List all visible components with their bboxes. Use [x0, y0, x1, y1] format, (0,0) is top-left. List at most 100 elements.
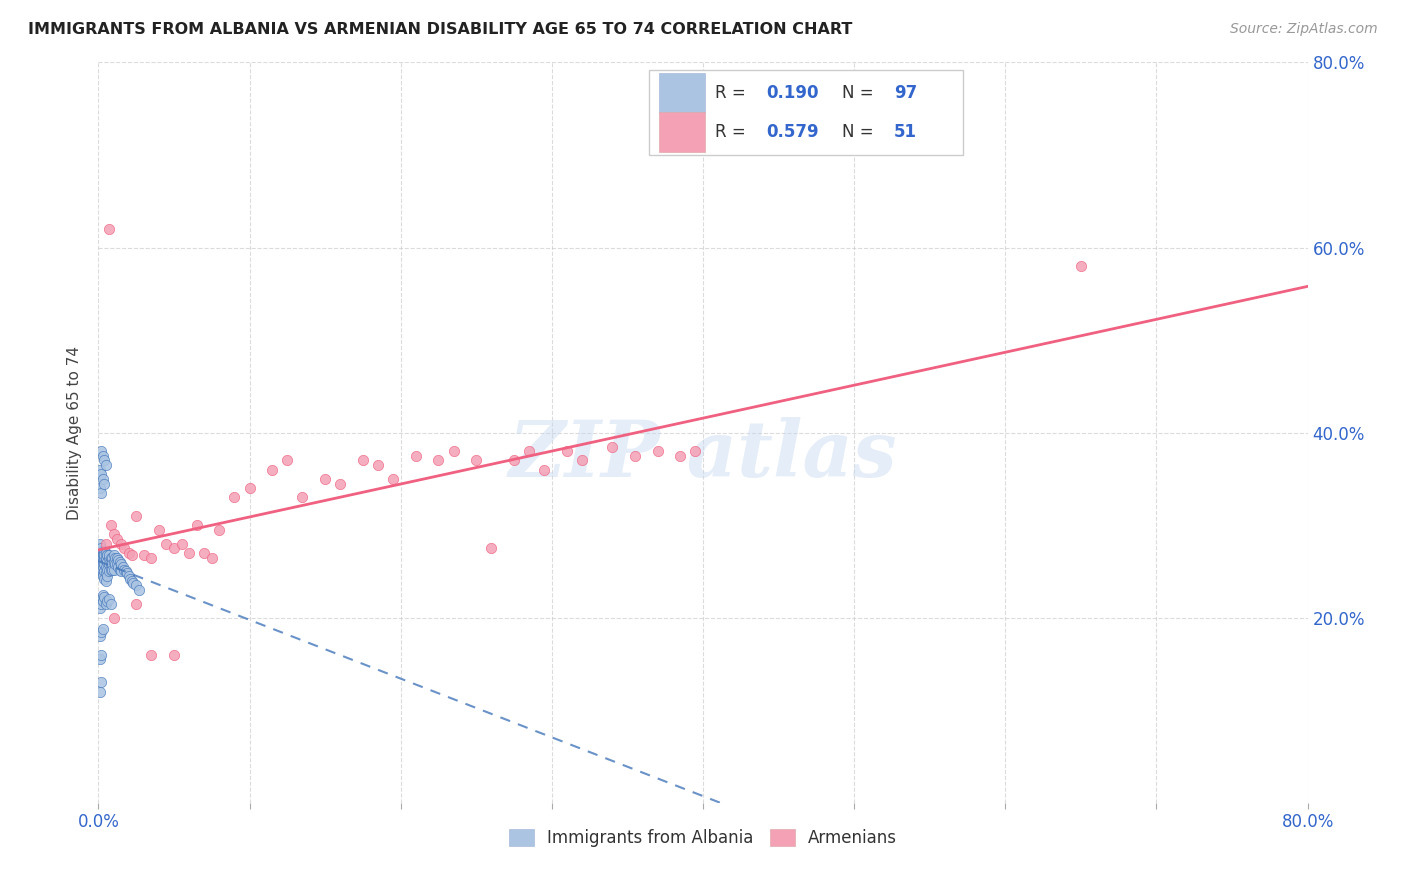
- Immigrants from Albania: [89, 536, 111, 550]
- Immigrants from Albania: [89, 601, 111, 615]
- Armenians: [193, 546, 215, 560]
- Immigrants from Albania: [89, 546, 111, 560]
- Armenians: [125, 508, 148, 523]
- Text: Source: ZipAtlas.com: Source: ZipAtlas.com: [1230, 22, 1378, 37]
- Armenians: [291, 491, 314, 505]
- Immigrants from Albania: [90, 467, 112, 482]
- Immigrants from Albania: [115, 566, 138, 581]
- Immigrants from Albania: [90, 675, 112, 690]
- Immigrants from Albania: [94, 574, 117, 588]
- Armenians: [118, 546, 141, 560]
- Immigrants from Albania: [91, 594, 114, 608]
- Immigrants from Albania: [128, 582, 150, 597]
- Immigrants from Albania: [90, 444, 112, 458]
- Immigrants from Albania: [100, 563, 122, 577]
- Armenians: [647, 444, 669, 458]
- Armenians: [571, 453, 593, 467]
- Armenians: [276, 453, 298, 467]
- Armenians: [262, 462, 284, 476]
- Armenians: [105, 532, 128, 546]
- Armenians: [669, 449, 692, 463]
- Immigrants from Albania: [118, 569, 141, 583]
- Immigrants from Albania: [93, 591, 115, 605]
- Immigrants from Albania: [94, 553, 117, 567]
- Immigrants from Albania: [89, 550, 111, 565]
- Text: IMMIGRANTS FROM ALBANIA VS ARMENIAN DISABILITY AGE 65 TO 74 CORRELATION CHART: IMMIGRANTS FROM ALBANIA VS ARMENIAN DISA…: [28, 22, 852, 37]
- Text: R =: R =: [716, 123, 751, 141]
- Armenians: [103, 610, 125, 624]
- Armenians: [602, 440, 624, 454]
- Armenians: [314, 472, 336, 486]
- Immigrants from Albania: [94, 559, 117, 574]
- Immigrants from Albania: [94, 546, 117, 560]
- Immigrants from Albania: [107, 559, 129, 574]
- Immigrants from Albania: [96, 548, 118, 562]
- Armenians: [163, 648, 186, 662]
- Text: 0.190: 0.190: [766, 84, 818, 102]
- Immigrants from Albania: [90, 597, 112, 611]
- Armenians: [503, 453, 526, 467]
- Immigrants from Albania: [103, 555, 125, 569]
- Immigrants from Albania: [93, 476, 115, 491]
- Immigrants from Albania: [90, 553, 112, 567]
- Immigrants from Albania: [107, 553, 129, 567]
- Immigrants from Albania: [91, 472, 114, 486]
- Immigrants from Albania: [96, 548, 118, 562]
- Immigrants from Albania: [110, 565, 132, 579]
- Immigrants from Albania: [110, 557, 132, 571]
- Armenians: [163, 541, 186, 556]
- Immigrants from Albania: [125, 578, 148, 592]
- Immigrants from Albania: [90, 548, 112, 562]
- Armenians: [624, 449, 647, 463]
- Immigrants from Albania: [96, 569, 118, 583]
- Immigrants from Albania: [103, 548, 125, 562]
- Immigrants from Albania: [89, 481, 111, 495]
- Immigrants from Albania: [94, 458, 117, 472]
- Immigrants from Albania: [90, 550, 112, 565]
- Immigrants from Albania: [94, 597, 117, 611]
- Immigrants from Albania: [96, 563, 118, 577]
- Immigrants from Albania: [122, 575, 145, 590]
- Armenians: [1070, 259, 1092, 273]
- Immigrants from Albania: [96, 555, 118, 569]
- Immigrants from Albania: [101, 557, 124, 571]
- Armenians: [186, 518, 208, 533]
- Armenians: [224, 491, 246, 505]
- Immigrants from Albania: [89, 652, 111, 666]
- Text: N =: N =: [842, 123, 879, 141]
- Immigrants from Albania: [93, 572, 115, 586]
- Armenians: [329, 476, 352, 491]
- Immigrants from Albania: [94, 566, 117, 581]
- Immigrants from Albania: [100, 550, 122, 565]
- Immigrants from Albania: [90, 541, 112, 556]
- Text: 0.579: 0.579: [766, 123, 818, 141]
- Immigrants from Albania: [91, 553, 114, 567]
- Armenians: [481, 541, 503, 556]
- Armenians: [517, 444, 540, 458]
- Immigrants from Albania: [98, 565, 121, 579]
- Text: 51: 51: [894, 123, 917, 141]
- Text: R =: R =: [716, 84, 751, 102]
- Armenians: [367, 458, 389, 472]
- Immigrants from Albania: [93, 548, 115, 562]
- Immigrants from Albania: [94, 550, 117, 565]
- Armenians: [405, 449, 427, 463]
- Immigrants from Albania: [120, 572, 142, 586]
- Armenians: [98, 222, 121, 236]
- Armenians: [352, 453, 374, 467]
- Immigrants from Albania: [91, 546, 114, 560]
- FancyBboxPatch shape: [659, 112, 706, 152]
- Immigrants from Albania: [93, 544, 115, 558]
- Immigrants from Albania: [90, 557, 112, 571]
- Immigrants from Albania: [91, 559, 114, 574]
- Armenians: [100, 518, 122, 533]
- Immigrants from Albania: [90, 565, 112, 579]
- Armenians: [103, 527, 125, 541]
- Armenians: [201, 550, 224, 565]
- Immigrants from Albania: [91, 588, 114, 602]
- Immigrants from Albania: [108, 555, 131, 569]
- Immigrants from Albania: [91, 548, 114, 562]
- Armenians: [427, 453, 450, 467]
- Immigrants from Albania: [91, 569, 114, 583]
- Armenians: [170, 536, 193, 550]
